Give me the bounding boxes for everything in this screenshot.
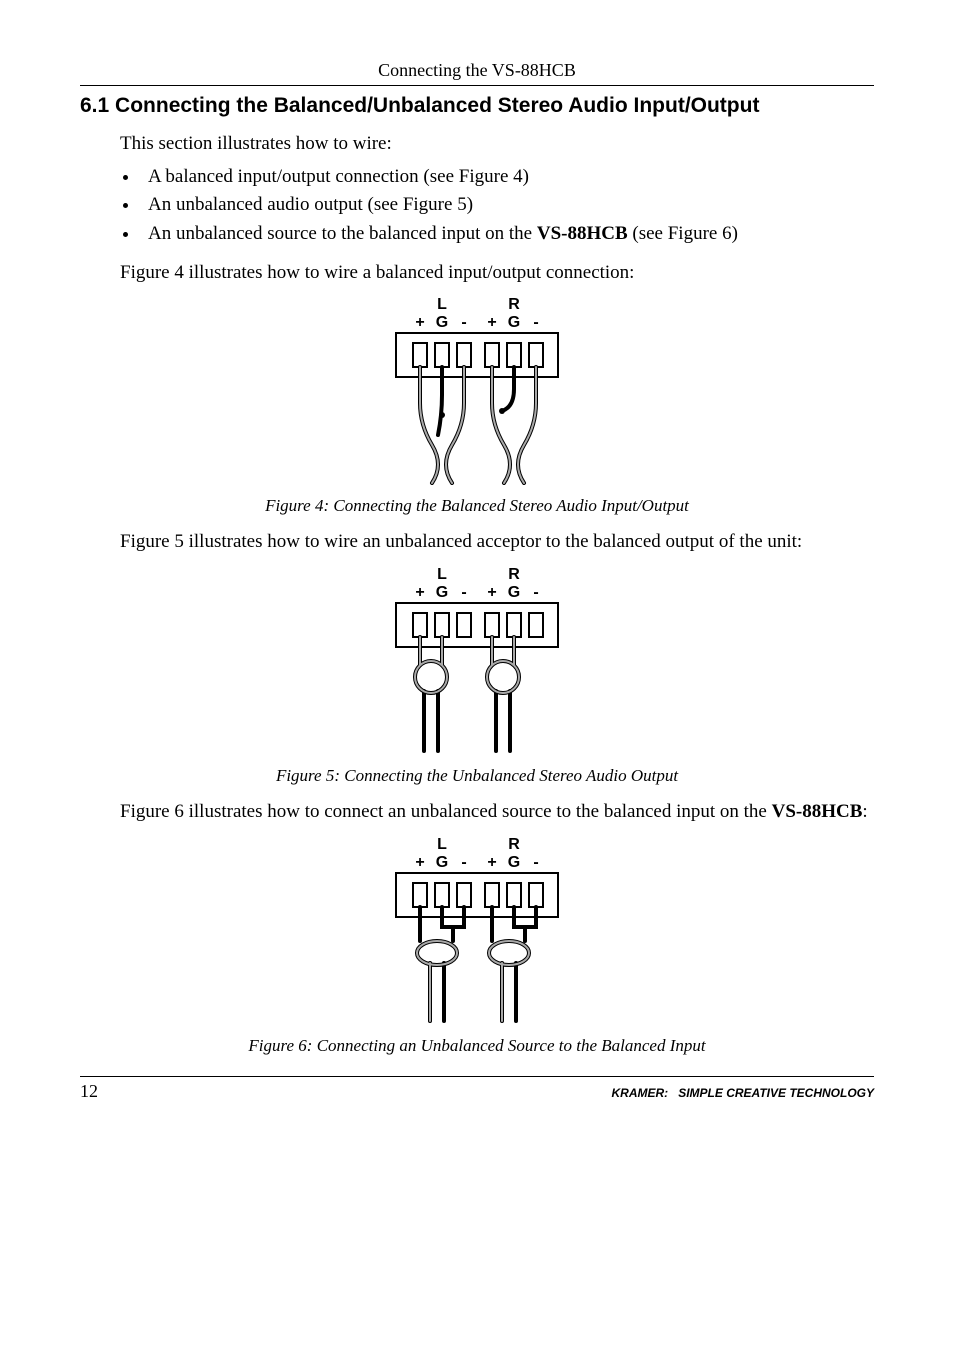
svg-text:L: L [437, 836, 447, 853]
fig5-lead: Figure 5 illustrates how to wire an unba… [120, 530, 874, 555]
fig6-caption: Figure 6: Connecting an Unbalanced Sourc… [80, 1036, 874, 1056]
svg-text:+: + [487, 584, 496, 601]
figure-4: L R + G - + G - [80, 295, 874, 490]
product-name: VS-88HCB [772, 801, 863, 822]
list-item: An unbalanced audio output (see Figure 5… [140, 193, 874, 218]
figure-6: L R + G - + G - [80, 835, 874, 1030]
running-header: Connecting the VS-88HCB [80, 60, 874, 86]
bullet-list: A balanced input/output connection (see … [140, 165, 874, 247]
fig4-caption: Figure 4: Connecting the Balanced Stereo… [80, 496, 874, 516]
fig5-caption: Figure 5: Connecting the Unbalanced Ster… [80, 766, 874, 786]
svg-text:-: - [533, 584, 538, 601]
brand-tagline: SIMPLE CREATIVE TECHNOLOGY [678, 1086, 874, 1100]
fig4-lead: Figure 4 illustrates how to wire a balan… [120, 261, 874, 286]
fig6-lead-post: : [862, 801, 867, 822]
section-heading: 6.1 Connecting the Balanced/Unbalanced S… [80, 94, 874, 118]
svg-text:-: - [533, 314, 538, 331]
page-footer: 12 KRAMER: SIMPLE CREATIVE TECHNOLOGY [80, 1076, 874, 1102]
svg-text:-: - [461, 584, 466, 601]
svg-text:G: G [436, 584, 448, 601]
svg-text:+: + [415, 314, 424, 331]
list-item: A balanced input/output connection (see … [140, 165, 874, 190]
page-number: 12 [80, 1081, 98, 1102]
footer-brand: KRAMER: SIMPLE CREATIVE TECHNOLOGY [612, 1086, 875, 1100]
svg-text:G: G [436, 314, 448, 331]
svg-text:R: R [508, 836, 520, 853]
intro-text: This section illustrates how to wire: [120, 132, 874, 157]
figure-5: L R + G - + G - [80, 565, 874, 760]
svg-text:G: G [508, 584, 520, 601]
svg-text:+: + [415, 854, 424, 871]
svg-text:G: G [436, 854, 448, 871]
list-text-pre: An unbalanced source to the balanced inp… [148, 223, 537, 244]
svg-text:G: G [508, 854, 520, 871]
svg-text:G: G [508, 314, 520, 331]
svg-text:+: + [487, 854, 496, 871]
svg-text:+: + [415, 584, 424, 601]
list-text-post: (see Figure 6) [628, 223, 738, 244]
svg-text:+: + [487, 314, 496, 331]
section-title: Connecting the Balanced/Unbalanced Stere… [115, 94, 759, 117]
fig6-lead: Figure 6 illustrates how to connect an u… [120, 800, 874, 825]
section-number: 6.1 [80, 94, 109, 117]
product-name: VS-88HCB [537, 223, 628, 244]
svg-text:-: - [461, 314, 466, 331]
list-item: An unbalanced source to the balanced inp… [140, 222, 874, 247]
svg-text:L: L [437, 566, 447, 583]
svg-text:-: - [533, 854, 538, 871]
svg-text:R: R [508, 566, 520, 583]
svg-text:-: - [461, 854, 466, 871]
svg-text:R: R [508, 296, 520, 313]
svg-text:L: L [437, 296, 447, 313]
brand-name: KRAMER: [612, 1086, 669, 1100]
fig6-lead-pre: Figure 6 illustrates how to connect an u… [120, 801, 772, 822]
